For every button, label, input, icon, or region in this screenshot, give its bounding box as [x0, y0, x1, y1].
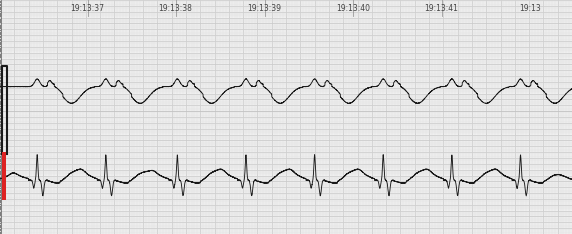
- Text: 19:13:40: 19:13:40: [336, 4, 370, 12]
- Text: 19:13:39: 19:13:39: [247, 4, 281, 12]
- Text: 19:13:41: 19:13:41: [424, 4, 459, 12]
- Bar: [2, 152, 6, 200]
- Text: 19:13:38: 19:13:38: [158, 4, 193, 12]
- Text: 19:13: 19:13: [519, 4, 541, 12]
- Text: 19:13:37: 19:13:37: [70, 4, 104, 12]
